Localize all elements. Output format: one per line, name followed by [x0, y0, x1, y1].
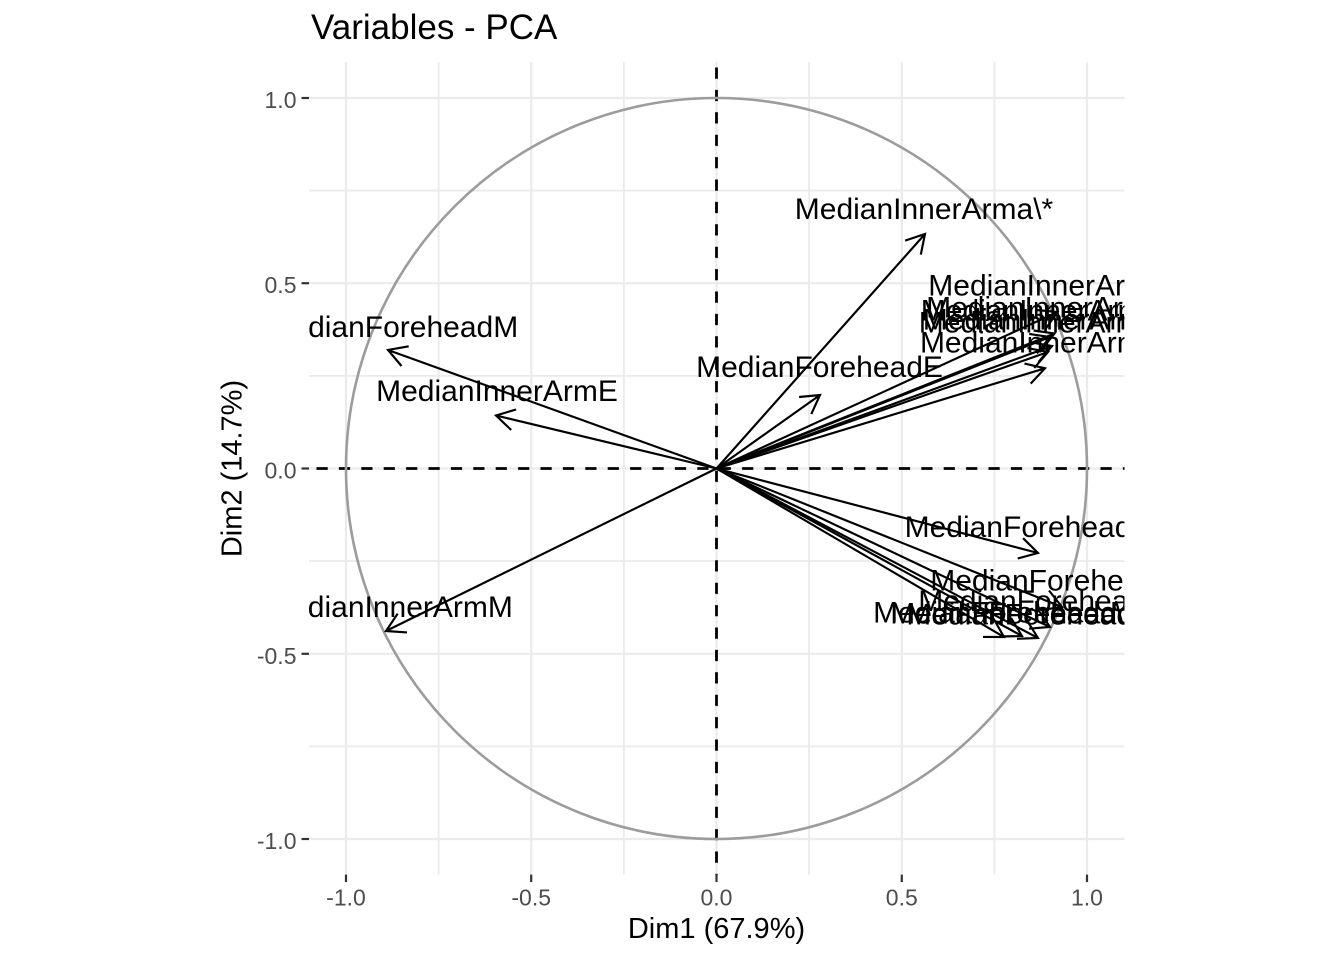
svg-text:MedianForeheade\*: MedianForeheade\*	[906, 599, 1170, 632]
svg-text:0.5: 0.5	[265, 272, 297, 298]
svg-text:MedianInnerArmE: MedianInnerArmE	[376, 375, 618, 408]
svg-text:MedianInnerArme\*: MedianInnerArme\*	[919, 306, 1178, 339]
svg-text:MedianForeheadE: MedianForeheadE	[696, 351, 943, 384]
svg-text:MedianForeheadb\*: MedianForeheadb\*	[918, 585, 1182, 618]
svg-text:MedianInnerArmc\*: MedianInnerArmc\*	[926, 291, 1183, 324]
svg-text:MedianForeheadFU: MedianForeheadFU	[905, 511, 1172, 544]
svg-text:MedianInnerArmg\*: MedianInnerArmg\*	[921, 294, 1180, 327]
svg-text:Variables - PCA: Variables - PCA	[311, 8, 558, 47]
svg-text:MedianForeheadM: MedianForeheadM	[266, 311, 518, 344]
svg-text:MedianInnerArmM: MedianInnerArmM	[266, 591, 513, 624]
svg-text:MedianForeheada\*: MedianForeheada\*	[930, 565, 1194, 598]
svg-text:-0.5: -0.5	[257, 643, 297, 669]
svg-text:-1.0: -1.0	[326, 885, 366, 911]
svg-text:0.0: 0.0	[265, 458, 297, 484]
svg-text:-1.0: -1.0	[257, 828, 297, 854]
svg-text:-0.5: -0.5	[511, 885, 551, 911]
svg-text:MedianForeheadc\*: MedianForeheadc\*	[873, 597, 1135, 630]
svg-text:Dim2 (14.7%): Dim2 (14.7%)	[217, 380, 249, 557]
svg-text:1.0: 1.0	[265, 87, 297, 113]
svg-text:MedianForeheadd\*: MedianForeheadd\*	[890, 598, 1154, 631]
svg-text:Dim1 (67.9%): Dim1 (67.9%)	[628, 913, 805, 945]
svg-text:MedianInnerArmd\*: MedianInnerArmd\*	[923, 303, 1182, 336]
svg-text:0.0: 0.0	[701, 885, 733, 911]
svg-text:MedianInnerArma\*: MedianInnerArma\*	[795, 193, 1054, 226]
svg-text:MedianInnerArmb\*: MedianInnerArmb\*	[928, 270, 1187, 303]
svg-text:0.5: 0.5	[886, 885, 918, 911]
svg-text:1.0: 1.0	[1071, 885, 1103, 911]
svg-text:MedianInnerArmf\*: MedianInnerArmf\*	[920, 326, 1170, 359]
